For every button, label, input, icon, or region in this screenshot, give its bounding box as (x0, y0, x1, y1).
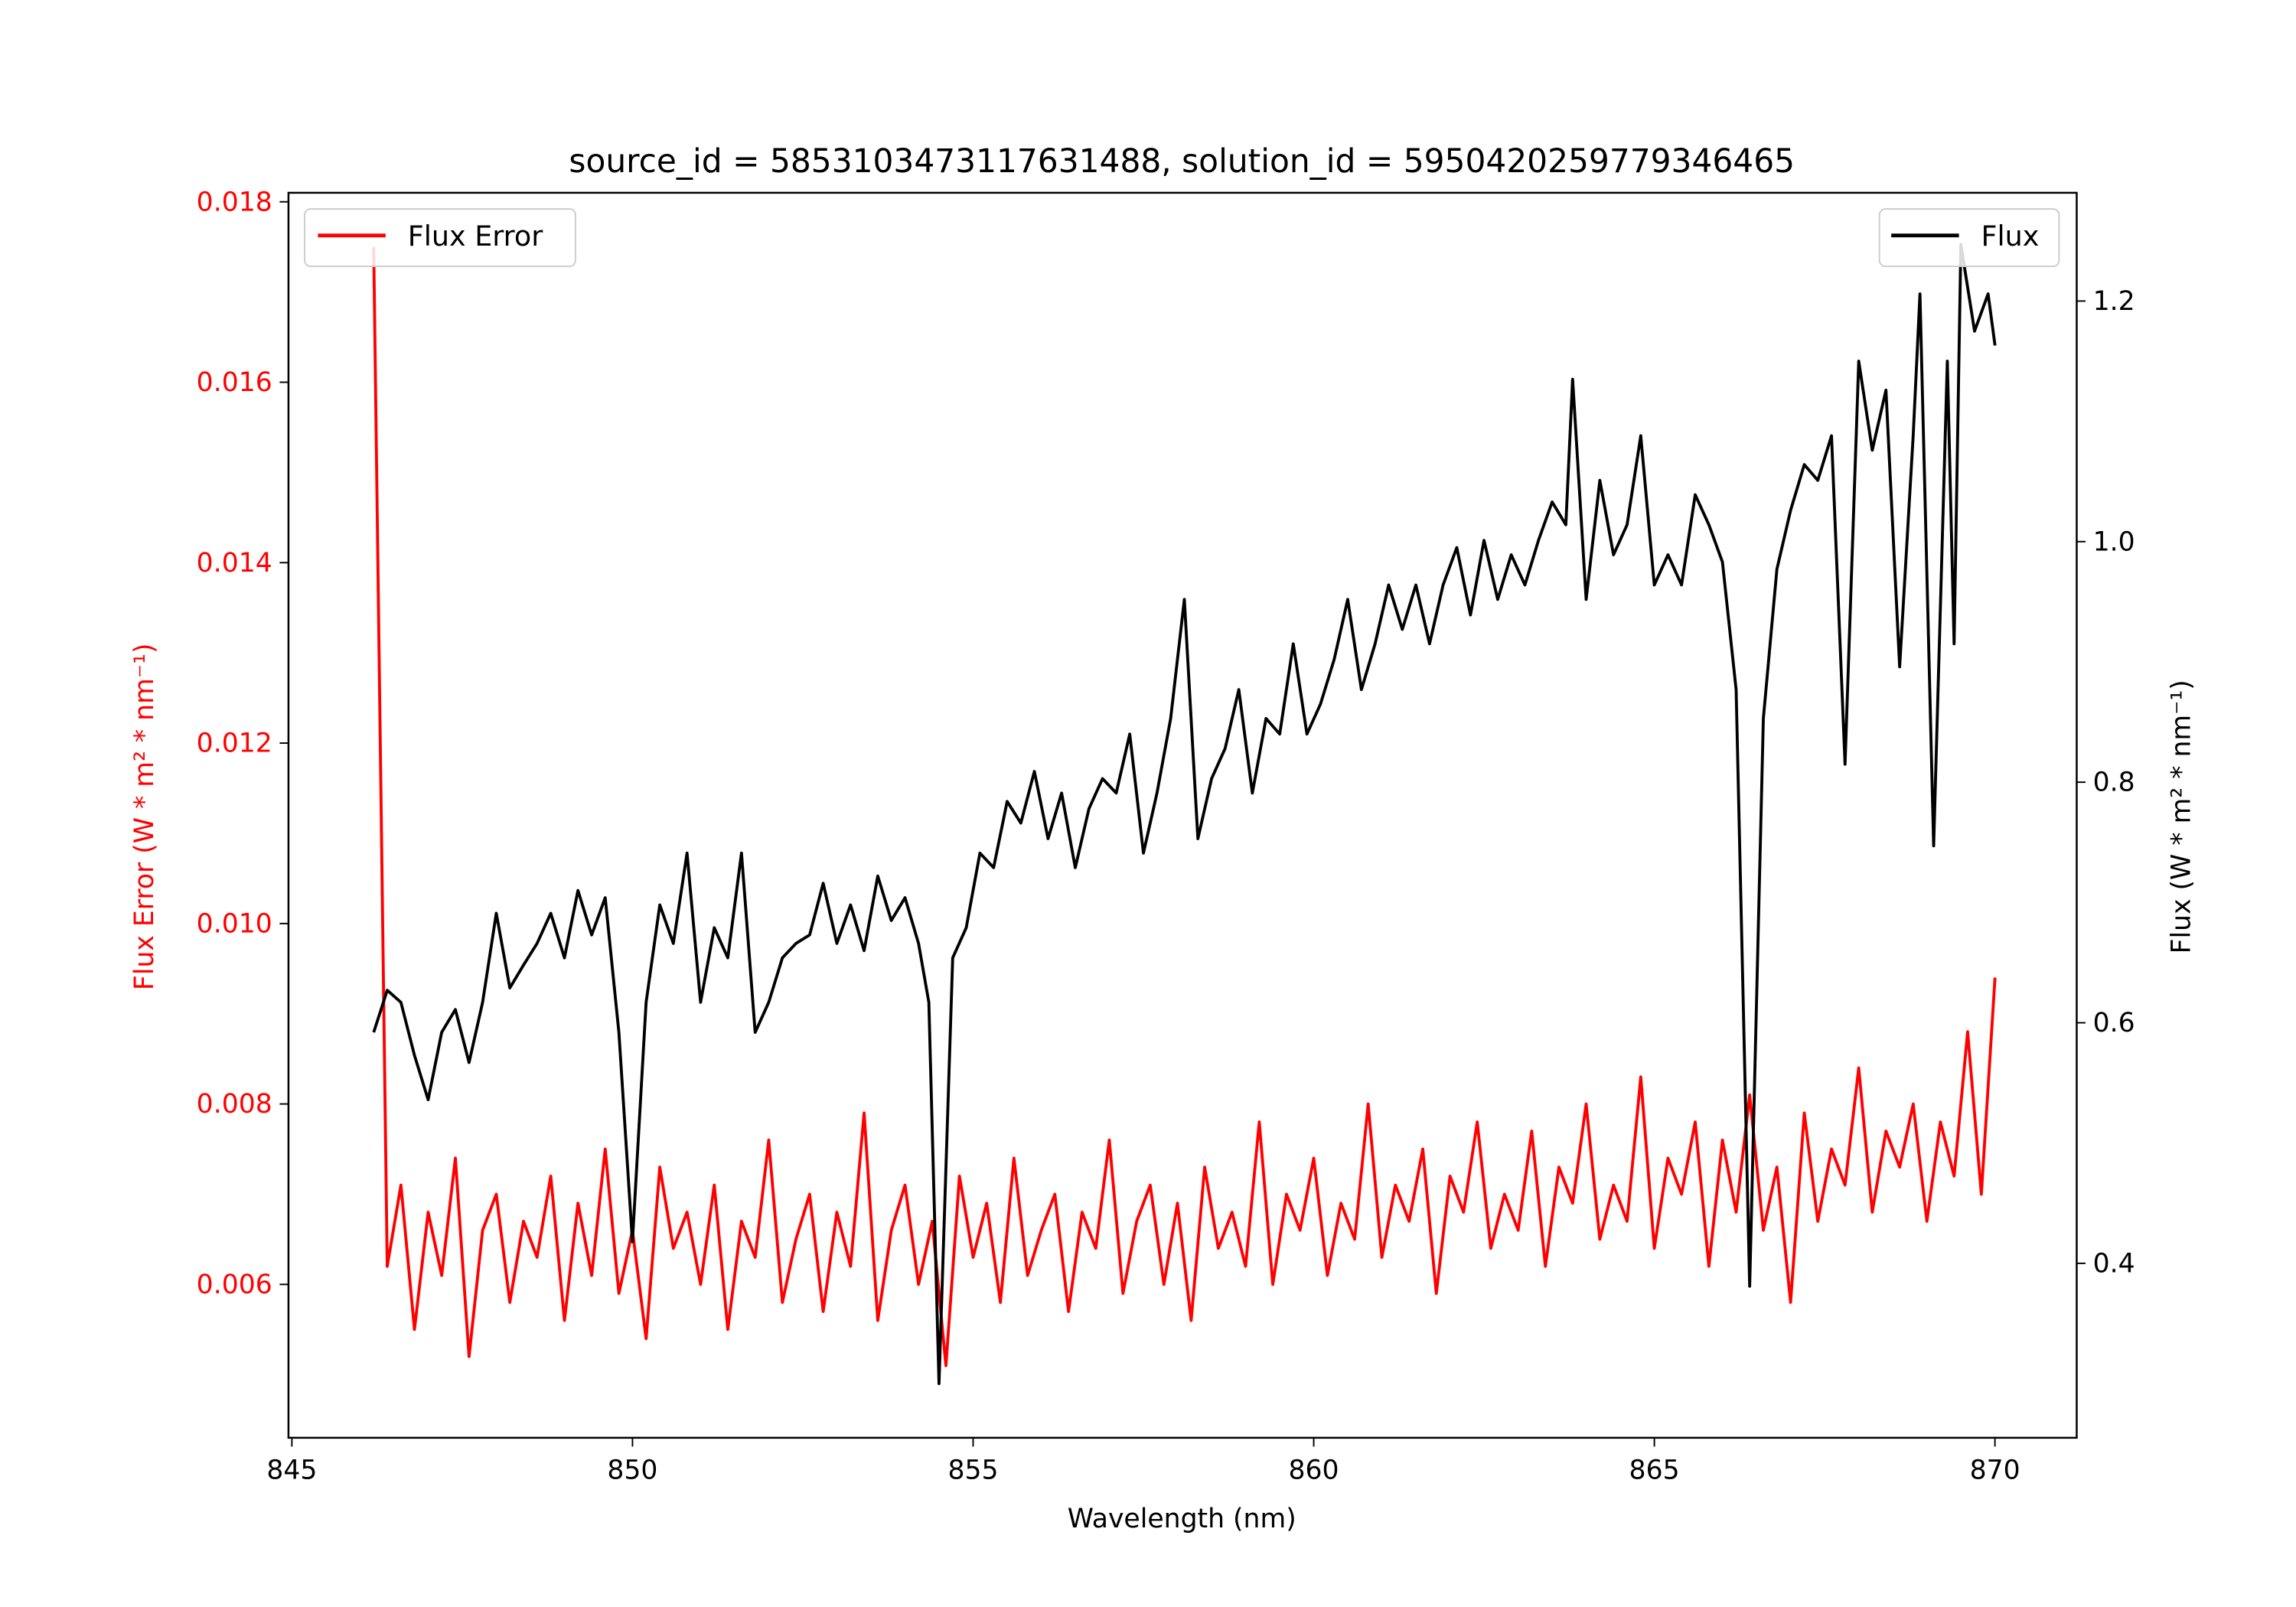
x-tick-label: 845 (266, 1455, 317, 1486)
x-axis-label: Wavelength (nm) (1068, 1504, 1296, 1534)
y-right-tick-label: 1.0 (2093, 526, 2135, 557)
x-tick-label: 870 (1970, 1455, 2020, 1486)
y-axis-right-label: Flux (W * m² * nm⁻¹) (2167, 680, 2197, 953)
chart-title: source_id = 5853103473117631488, solutio… (569, 142, 1795, 180)
legend-label-flux: Flux (1981, 220, 2039, 253)
series-layer (372, 243, 1997, 1386)
y-left-tick-label: 0.012 (197, 729, 272, 759)
axes-layer: 845 850 855 860 865 870 0.006 0.008 0.010 0.012 0.… (197, 187, 2135, 1485)
y-left-tick-label: 0.018 (197, 187, 272, 217)
y-left-tick-label: 0.008 (197, 1089, 272, 1120)
legend-box (304, 208, 576, 268)
x-tick-label: 855 (947, 1455, 998, 1486)
y-right-tick-label: 1.2 (2093, 286, 2135, 317)
legend-label-flux-error: Flux Error (408, 220, 544, 253)
y-left-tick-label: 0.016 (197, 367, 272, 398)
y-left-tick-label: 0.014 (197, 548, 272, 579)
y-axis-left-label: Flux Error (W * m² * nm⁻¹) (129, 644, 160, 991)
y-right-tick-label: 0.6 (2093, 1008, 2135, 1038)
y-right-tick-label: 0.8 (2093, 768, 2135, 798)
plot-frame (287, 191, 2078, 1439)
x-tick-label: 860 (1289, 1455, 1339, 1486)
legend-box (1878, 208, 2060, 268)
legend-flux: Flux (1878, 208, 2060, 268)
x-tick-label: 850 (607, 1455, 657, 1486)
legend-flux-error: Flux Error (304, 208, 576, 268)
flux-line (372, 243, 1997, 1386)
y-left-tick-label: 0.006 (197, 1270, 272, 1300)
y-right-tick-label: 0.4 (2093, 1248, 2135, 1279)
x-tick-label: 865 (1629, 1455, 1680, 1486)
y-left-tick-label: 0.010 (197, 908, 272, 939)
flux-error-line (372, 246, 1997, 1367)
